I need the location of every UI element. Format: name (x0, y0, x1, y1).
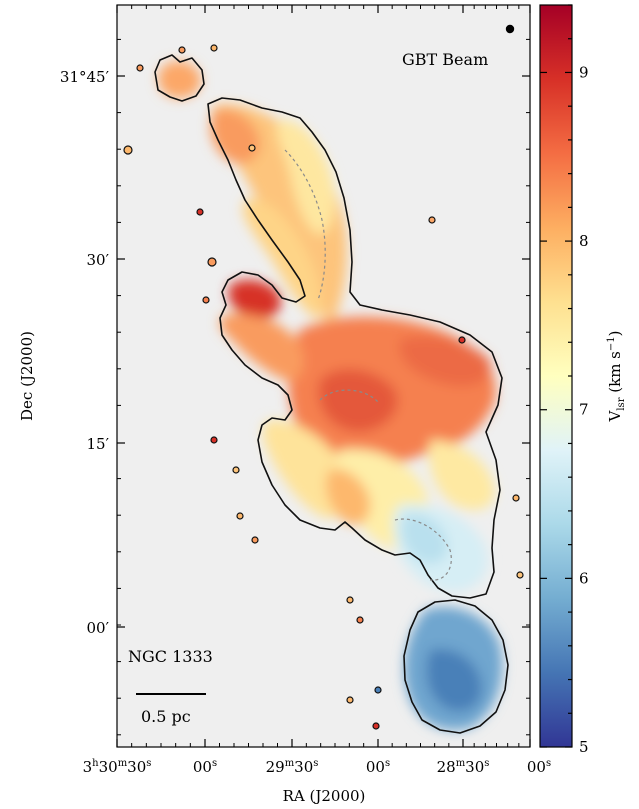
object-label: NGC 1333 (128, 647, 213, 666)
x-tick-label: 3h30m30s (83, 758, 152, 776)
patch (210, 44, 218, 52)
region-east-yellow (428, 440, 495, 510)
colorbar-label: Vlsr (km s−1) (606, 331, 627, 423)
region-north-ridge (276, 119, 336, 235)
patch (248, 144, 256, 152)
patch (123, 145, 133, 155)
map-fill (158, 60, 503, 731)
patch (196, 208, 204, 216)
dashed-contour-center (319, 389, 379, 403)
patch (136, 64, 144, 72)
region-south-orange (325, 469, 371, 525)
patch (428, 216, 436, 224)
patch (372, 722, 380, 730)
patch (210, 436, 218, 444)
patch (178, 46, 186, 54)
y-tick-label: 30′ (87, 251, 110, 269)
dashed-contour-south (394, 518, 452, 581)
patch (251, 536, 259, 544)
region-west-fringe (219, 313, 305, 381)
colorbar-tick-label: 8 (579, 232, 589, 250)
colorbar-tick-label: 5 (579, 738, 589, 756)
colorbar-tick-labels: 5 6 7 8 9 (579, 63, 589, 756)
patch (236, 512, 244, 520)
region-far-south-dark (426, 649, 483, 712)
y-tick-label: 31°45′ (60, 68, 110, 86)
contour-north-blob (154, 54, 205, 102)
contour-far-south-lobe (403, 599, 509, 734)
map-contours (154, 54, 509, 734)
patch (346, 696, 354, 704)
dashed-contour-north (284, 149, 326, 301)
region-core-east (399, 336, 491, 387)
velocity-map (123, 44, 524, 734)
patch (512, 494, 520, 502)
scale-bar-label: 0.5 pc (141, 707, 191, 726)
patch (202, 296, 210, 304)
patch (458, 336, 466, 344)
colorbar-ticks (540, 4, 572, 748)
contour-main-body (207, 97, 503, 599)
x-tick-label: 00s (366, 758, 390, 776)
x-tick-label: 29m30s (266, 758, 319, 776)
y-tick-labels: 31°45′ 30′ 15′ 00′ (60, 68, 110, 637)
patch (516, 571, 524, 579)
patch (232, 466, 240, 474)
x-tick-labels: 3h30m30s 00s 29m30s 00s 28m30s 00s (83, 758, 552, 776)
y-axis-label: Dec (J2000) (18, 331, 36, 421)
major-ticks (116, 5, 531, 747)
x-tick-label: 00s (193, 758, 217, 776)
region-southeast-lightblue (401, 514, 448, 564)
region-western-clump (228, 279, 281, 319)
plot-frame (116, 4, 531, 748)
beam-label: GBT Beam (402, 50, 488, 69)
patch (356, 616, 364, 624)
x-tick-label: 28m30s (437, 758, 490, 776)
y-tick-label: 00′ (87, 619, 110, 637)
colorbar (539, 4, 573, 748)
colorbar-tick-label: 9 (579, 63, 589, 81)
region-core-hot (318, 369, 398, 432)
patch (346, 596, 354, 604)
patch (207, 257, 217, 267)
x-axis-label: RA (J2000) (283, 787, 366, 805)
map-dashed-contours (284, 149, 452, 581)
minor-ticks (117, 5, 530, 747)
colorbar-tick-label: 6 (579, 569, 589, 587)
patch (374, 686, 382, 694)
map-small-patches (123, 44, 524, 730)
beam-marker (505, 24, 515, 34)
x-tick-label: 00s (527, 758, 551, 776)
region-north-blob (158, 60, 201, 99)
region-diagonal-arm (242, 199, 322, 320)
y-tick-label: 15′ (87, 435, 110, 453)
colorbar-tick-label: 7 (579, 401, 589, 419)
